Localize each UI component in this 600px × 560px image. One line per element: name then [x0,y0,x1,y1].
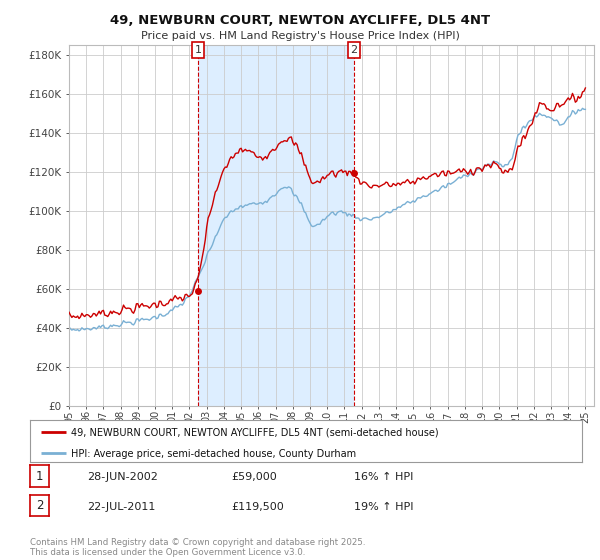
Text: 19% ↑ HPI: 19% ↑ HPI [354,502,413,512]
Bar [198,45,354,406]
Text: £119,500: £119,500 [231,502,284,512]
Text: Contains HM Land Registry data © Crown copyright and database right 2025.
This d: Contains HM Land Registry data © Crown c… [30,538,365,557]
Text: 1: 1 [194,45,202,55]
Text: HPI: Average price, semi-detached house, County Durham: HPI: Average price, semi-detached house,… [71,449,356,459]
Text: 49, NEWBURN COURT, NEWTON AYCLIFFE, DL5 4NT (semi-detached house): 49, NEWBURN COURT, NEWTON AYCLIFFE, DL5 … [71,428,439,437]
Text: 1: 1 [36,469,43,483]
Text: 28-JUN-2002: 28-JUN-2002 [87,472,158,482]
Text: 2: 2 [350,45,358,55]
Text: 22-JUL-2011: 22-JUL-2011 [87,502,155,512]
Text: 16% ↑ HPI: 16% ↑ HPI [354,472,413,482]
Text: 49, NEWBURN COURT, NEWTON AYCLIFFE, DL5 4NT: 49, NEWBURN COURT, NEWTON AYCLIFFE, DL5 … [110,14,490,27]
Text: Price paid vs. HM Land Registry's House Price Index (HPI): Price paid vs. HM Land Registry's House … [140,31,460,41]
Text: £59,000: £59,000 [231,472,277,482]
Text: 2: 2 [36,499,43,512]
